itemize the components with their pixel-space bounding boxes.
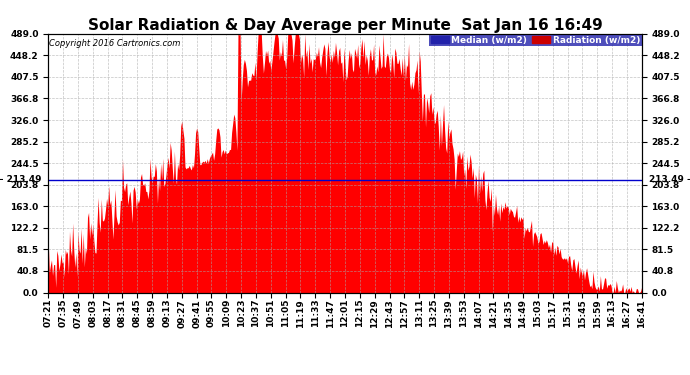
Legend: Median (w/m2), Radiation (w/m2): Median (w/m2), Radiation (w/m2): [428, 34, 642, 46]
Title: Solar Radiation & Day Average per Minute  Sat Jan 16 16:49: Solar Radiation & Day Average per Minute…: [88, 18, 602, 33]
Text: 213.49 →: 213.49 →: [649, 175, 690, 184]
Text: Copyright 2016 Cartronics.com: Copyright 2016 Cartronics.com: [49, 39, 180, 48]
Text: ← 213.49: ← 213.49: [0, 175, 41, 184]
